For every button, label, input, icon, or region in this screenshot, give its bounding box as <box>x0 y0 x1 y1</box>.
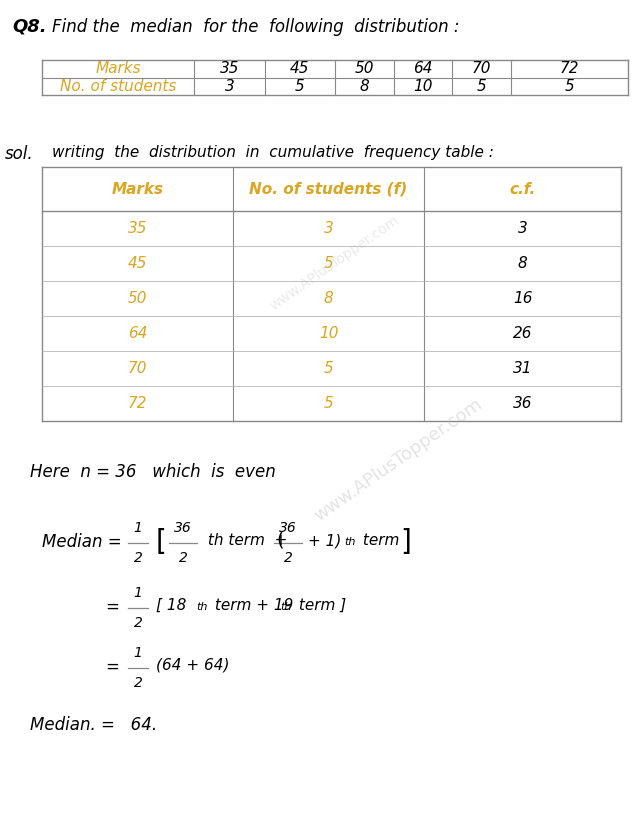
Text: Marks: Marks <box>111 181 163 196</box>
Text: 5: 5 <box>323 361 334 376</box>
Text: =: = <box>105 658 119 676</box>
Text: www.APlusTopper.com: www.APlusTopper.com <box>311 395 486 525</box>
Text: 70: 70 <box>472 62 491 76</box>
Text: 10: 10 <box>413 79 433 94</box>
Text: ]: ] <box>400 528 411 556</box>
Text: 2: 2 <box>179 551 188 565</box>
Text: 3: 3 <box>224 79 235 94</box>
Text: =: = <box>105 598 119 616</box>
Text: 16: 16 <box>513 291 532 306</box>
Text: 5: 5 <box>295 79 305 94</box>
Text: 2: 2 <box>284 551 293 565</box>
Text: www.APlusTopper.com: www.APlusTopper.com <box>267 213 401 313</box>
Text: writing  the  distribution  in  cumulative  frequency table :: writing the distribution in cumulative f… <box>52 145 494 160</box>
Text: 36: 36 <box>279 521 297 535</box>
Text: 1: 1 <box>134 586 143 600</box>
Text: 72: 72 <box>559 62 579 76</box>
Text: (: ( <box>276 531 284 550</box>
Text: No. of students (f): No. of students (f) <box>249 181 408 196</box>
Text: th: th <box>196 602 208 612</box>
Text: 8: 8 <box>359 79 369 94</box>
Text: 5: 5 <box>323 396 334 411</box>
Text: Find the  median  for the  following  distribution :: Find the median for the following distri… <box>52 18 460 36</box>
Text: 31: 31 <box>513 361 532 376</box>
Text: (64 + 64): (64 + 64) <box>156 658 230 673</box>
Text: 35: 35 <box>220 62 239 76</box>
Text: 64: 64 <box>128 326 147 341</box>
Text: 2: 2 <box>134 676 143 690</box>
Text: 5: 5 <box>476 79 486 94</box>
Text: term: term <box>358 533 399 548</box>
Text: Median. =   64.: Median. = 64. <box>30 716 157 734</box>
Text: 2: 2 <box>134 616 143 630</box>
Text: 72: 72 <box>128 396 147 411</box>
Text: 50: 50 <box>354 62 374 76</box>
Text: 36: 36 <box>174 521 192 535</box>
Text: [ 18: [ 18 <box>156 598 186 613</box>
Text: 3: 3 <box>518 221 527 236</box>
Text: Here  n = 36   which  is  even: Here n = 36 which is even <box>30 463 276 481</box>
Text: th term  +: th term + <box>203 533 287 548</box>
Text: term + 19: term + 19 <box>210 598 293 613</box>
Text: 26: 26 <box>513 326 532 341</box>
Text: 10: 10 <box>319 326 338 341</box>
Text: 5: 5 <box>565 79 574 94</box>
Text: 8: 8 <box>518 256 527 271</box>
Text: 1: 1 <box>134 521 143 535</box>
Text: Marks: Marks <box>95 62 141 76</box>
Text: 35: 35 <box>128 221 147 236</box>
Text: c.f.: c.f. <box>509 181 536 196</box>
Text: 70: 70 <box>128 361 147 376</box>
Text: 1: 1 <box>134 646 143 660</box>
Text: 8: 8 <box>323 291 334 306</box>
Text: sol.: sol. <box>5 145 33 163</box>
Text: No. of students: No. of students <box>60 79 176 94</box>
Text: 3: 3 <box>323 221 334 236</box>
Text: 64: 64 <box>413 62 433 76</box>
Text: Q8.: Q8. <box>12 18 47 36</box>
Text: 5: 5 <box>323 256 334 271</box>
Text: [: [ <box>156 528 167 556</box>
Text: 36: 36 <box>513 396 532 411</box>
Text: th: th <box>280 602 291 612</box>
Text: th: th <box>344 537 356 547</box>
Text: Median =: Median = <box>42 533 122 551</box>
Text: 2: 2 <box>134 551 143 565</box>
Text: 50: 50 <box>128 291 147 306</box>
Text: + 1): + 1) <box>308 533 341 548</box>
Text: 45: 45 <box>128 256 147 271</box>
Text: 45: 45 <box>290 62 309 76</box>
Text: term ]: term ] <box>294 598 346 613</box>
